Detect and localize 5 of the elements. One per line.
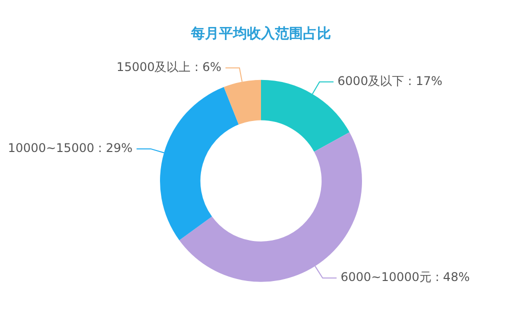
chart-title: 每月平均收入范围占比 [190,26,331,42]
slice-label: 15000及以上 : 6% [116,60,222,74]
slice-label: 6000及以下 : 17% [338,74,442,88]
slice-label: 6000~10000元 : 48% [340,270,470,284]
slice-label: 10000~15000 : 29% [8,140,133,155]
